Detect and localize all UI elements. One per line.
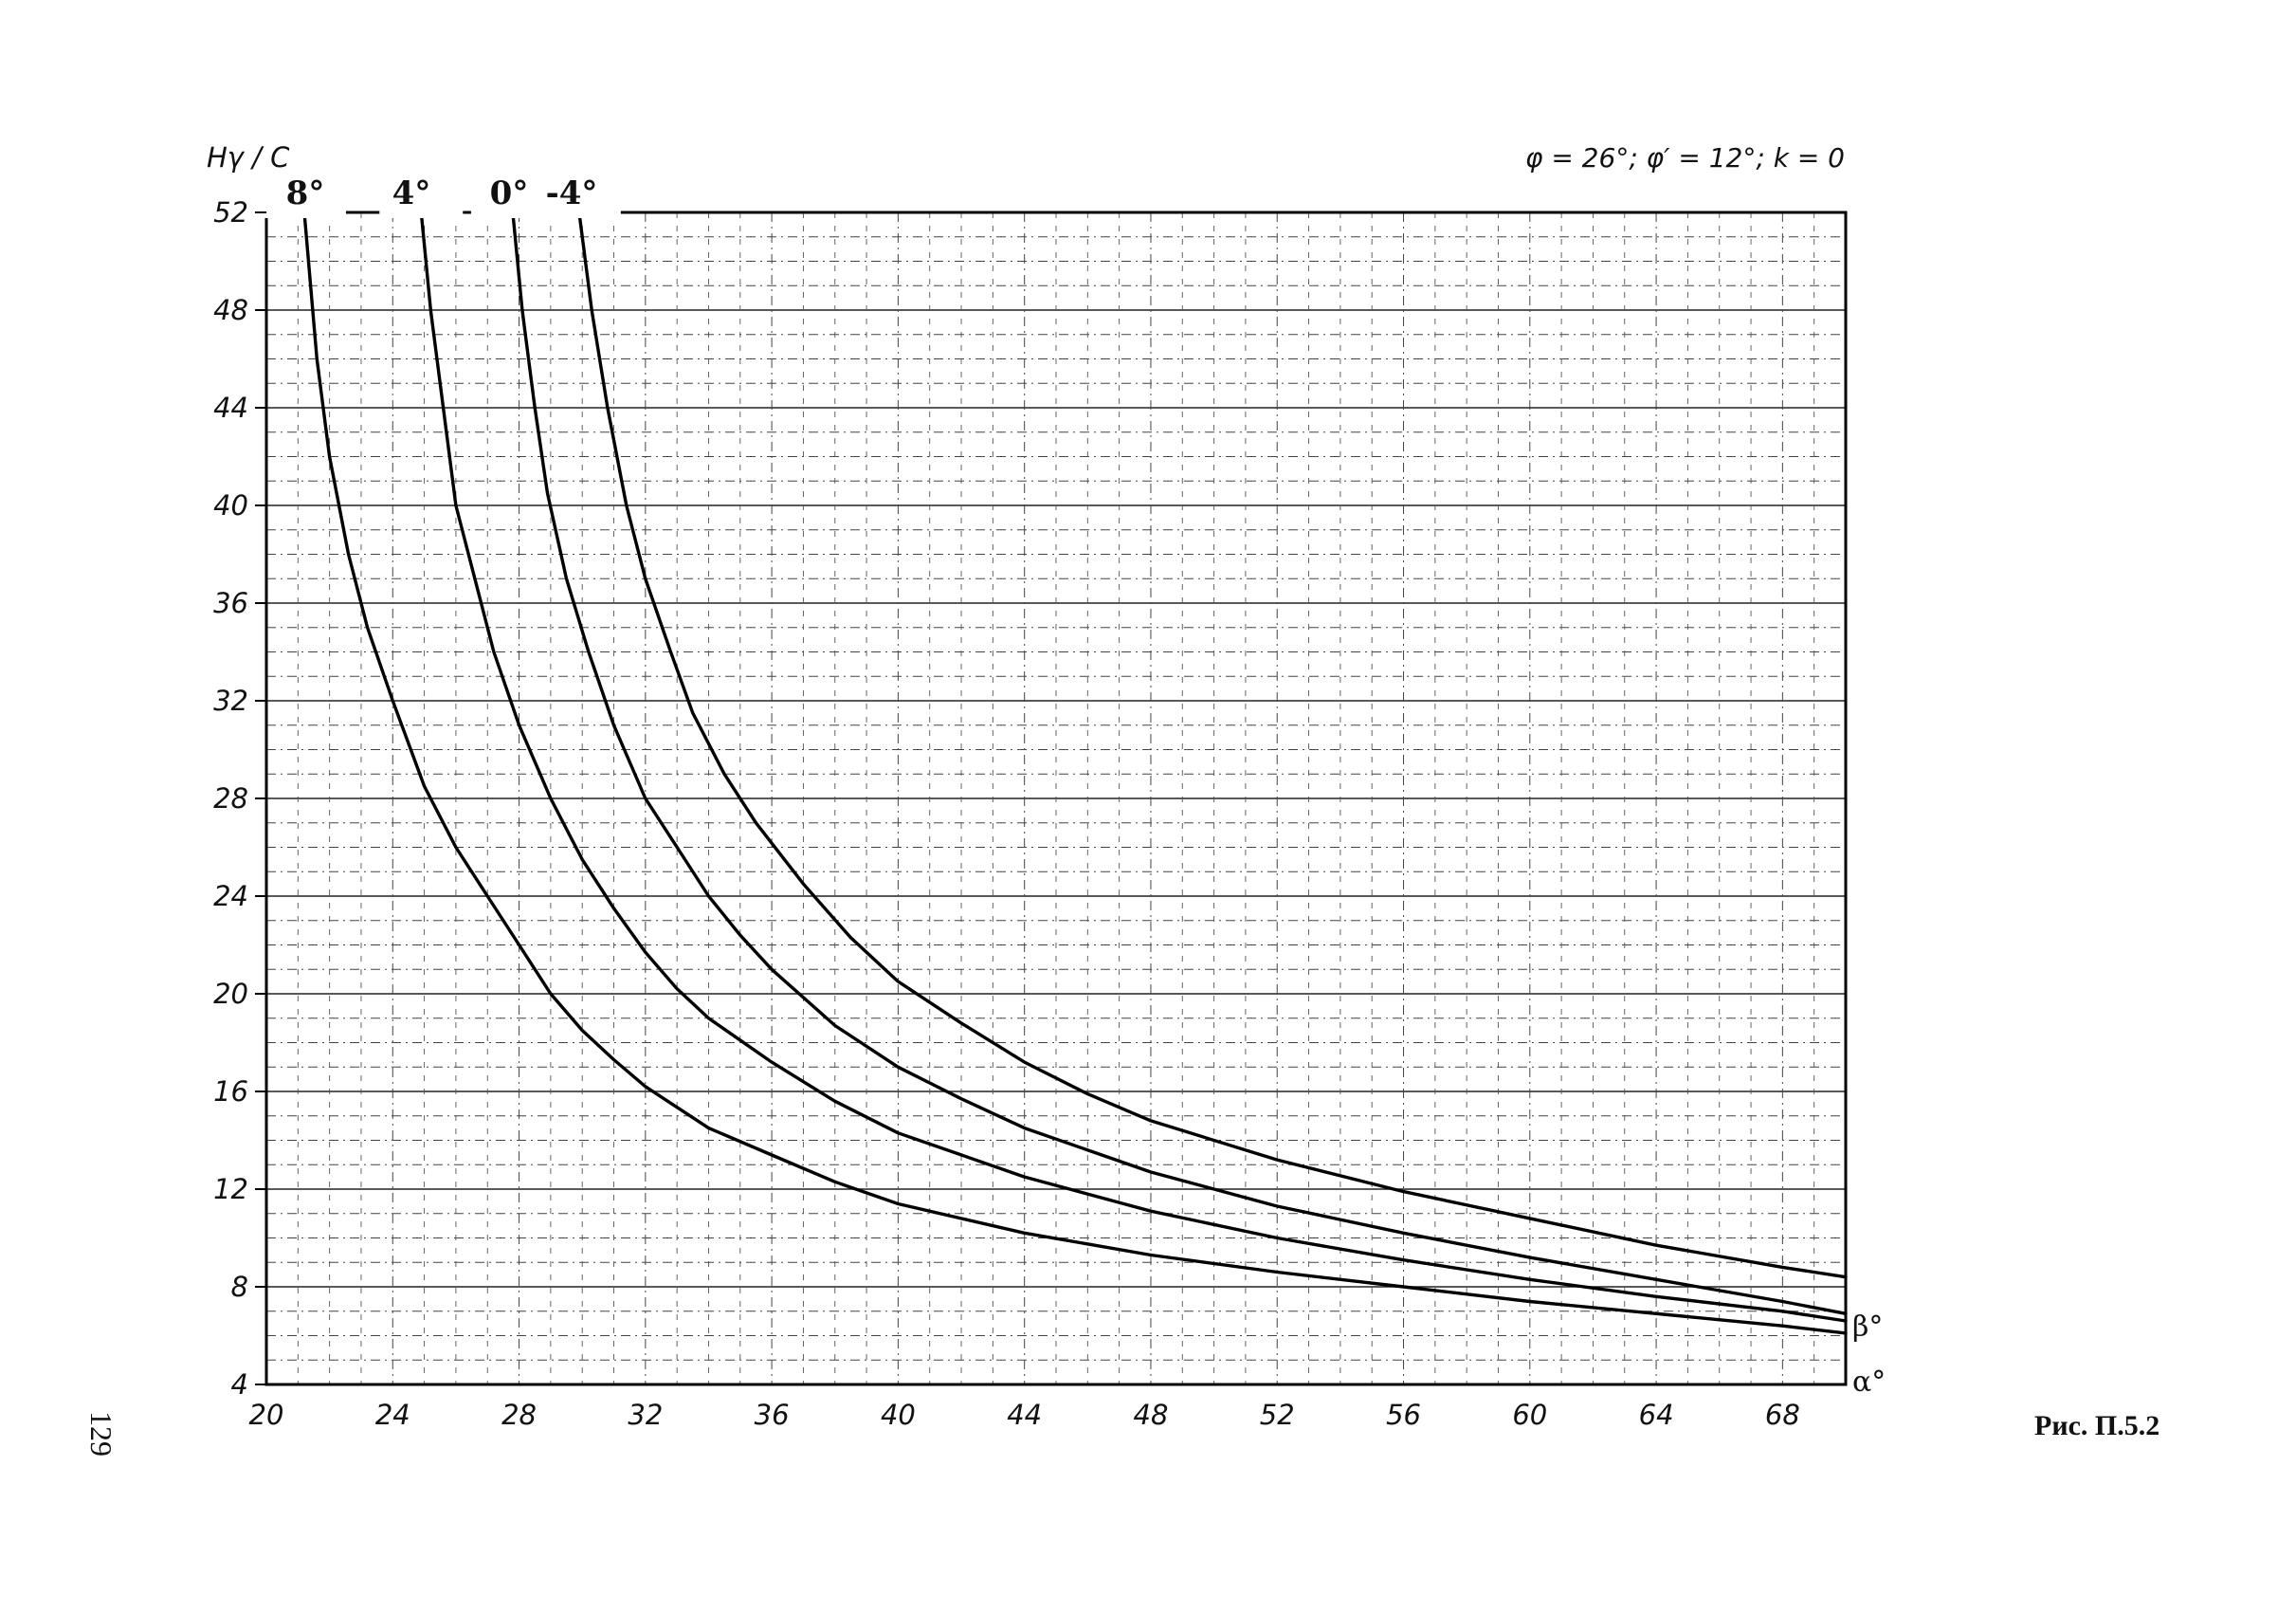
y-tick-label: 48 <box>213 294 248 326</box>
x-tick-label: 48 <box>1134 1399 1169 1431</box>
tick-labels: 20 24 28 32 36 40 44 48 52 56 60 64 6848121620242832… <box>213 196 1800 1431</box>
series-line <box>302 211 1848 1335</box>
page-number: 129 <box>84 1411 118 1457</box>
chart-parameters: φ = 26°; φ′ = 12°; k = 0 <box>1525 142 1845 174</box>
series-line <box>577 211 1848 1279</box>
y-tick-label: 20 <box>213 978 248 1010</box>
x-tick-label: 44 <box>1007 1399 1042 1431</box>
series-axis-name: β° <box>1852 1311 1883 1344</box>
x-tick-label: 52 <box>1260 1399 1295 1431</box>
x-tick-label: 64 <box>1639 1399 1674 1431</box>
x-tick-label: 36 <box>755 1399 790 1431</box>
y-tick-label: 24 <box>213 880 248 912</box>
x-tick-label: 20 <box>249 1399 284 1431</box>
series-line <box>511 211 1848 1315</box>
x-tick-label: 60 <box>1512 1399 1547 1431</box>
x-tick-label: 24 <box>375 1399 410 1431</box>
series-label: 4° <box>392 174 431 212</box>
y-tick-label: 4 <box>231 1368 248 1401</box>
y-tick-label: 44 <box>213 392 248 424</box>
x-tick-label: 32 <box>628 1399 663 1431</box>
y-tick-label: 36 <box>213 587 248 619</box>
x-tick-label: 28 <box>501 1399 537 1431</box>
x-tick-label: 68 <box>1765 1399 1800 1431</box>
series-line <box>419 211 1848 1323</box>
series-label: 8° <box>286 174 325 212</box>
y-tick-label: 12 <box>213 1173 248 1205</box>
grid <box>266 212 1846 1384</box>
y-tick-label: 28 <box>213 782 248 815</box>
series-label: 0° <box>490 174 529 212</box>
figure-caption: Рис. П.5.2 <box>2034 1410 2159 1441</box>
x-tick-label: 40 <box>881 1399 916 1431</box>
series-label-background <box>262 176 346 218</box>
x-axis-name: α° <box>1852 1366 1886 1399</box>
x-tick-label: 56 <box>1386 1399 1421 1431</box>
y-tick-label: 8 <box>231 1271 248 1303</box>
y-tick-label: 52 <box>213 196 248 229</box>
y-axis-label: Hγ / C <box>207 141 290 174</box>
y-tick-label: 40 <box>213 489 248 522</box>
series-label-background <box>537 176 621 218</box>
series-label-background <box>379 176 464 218</box>
y-tick-label: 32 <box>213 685 248 717</box>
curves: 8° 4° 0° -4° <box>262 174 1848 1335</box>
series-label: -4° <box>546 174 598 212</box>
y-tick-label: 16 <box>213 1075 248 1108</box>
